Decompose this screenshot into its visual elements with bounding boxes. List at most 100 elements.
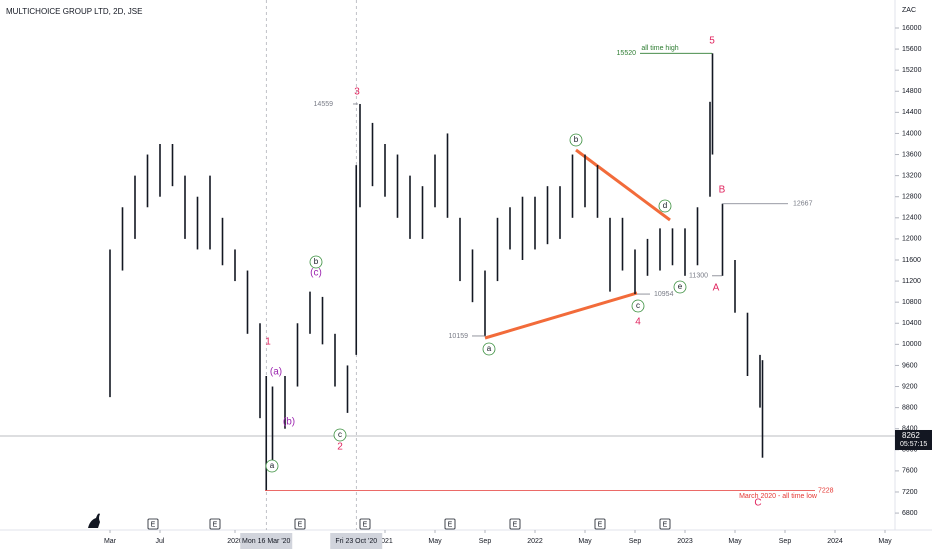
y-tick-label: 11200 <box>902 278 921 285</box>
event-label: E <box>448 521 453 528</box>
level-label: 12667 <box>793 201 813 208</box>
y-tick-label: 16000 <box>902 25 922 32</box>
x-tick-label: 2024 <box>827 538 843 545</box>
wave-circle <box>309 255 323 269</box>
y-tick-label: 7600 <box>902 468 918 475</box>
event-box <box>509 518 521 530</box>
event-label: E <box>663 521 668 528</box>
wave-label: A <box>713 283 720 294</box>
y-tick-label: 13600 <box>902 151 922 158</box>
trend-line <box>575 148 671 222</box>
wave-circle <box>631 299 645 313</box>
event-label: E <box>151 521 156 528</box>
event-label: E <box>298 521 303 528</box>
wave-circle <box>482 342 496 356</box>
y-tick-label: 7200 <box>902 489 918 496</box>
y-tick-label: 12000 <box>902 236 922 243</box>
event-box <box>659 518 671 530</box>
y-tick-label: 9600 <box>902 362 918 369</box>
x-tick-label: Jul <box>156 538 165 545</box>
level-label: 7228 <box>818 487 834 494</box>
x-tick-label: 2023 <box>677 538 693 545</box>
wave-circle <box>569 133 583 147</box>
crosshair-date: Mon 16 Mar '20 <box>242 538 291 545</box>
level-label: 11300 <box>689 273 708 280</box>
wave-label: d <box>663 201 667 210</box>
wave-label: (a) <box>270 367 282 378</box>
wave-label: b <box>574 135 579 144</box>
wave-label: 5 <box>709 36 715 47</box>
x-tick-label: 2020 <box>227 538 243 545</box>
x-tick-label: May <box>878 538 892 545</box>
wave-label: a <box>487 344 492 353</box>
wave-circle <box>333 428 347 442</box>
wave-circle <box>265 459 279 473</box>
wave-label: b <box>314 257 319 266</box>
event-box <box>209 518 221 530</box>
x-tick-label: 2021 <box>377 538 393 545</box>
wave-circle <box>673 280 687 294</box>
y-tick-label: 12400 <box>902 215 922 222</box>
wave-label: 1 <box>265 337 271 348</box>
wave-label: 3 <box>354 87 360 98</box>
y-tick-label: 13200 <box>902 172 922 179</box>
x-tick-label: May <box>728 538 742 545</box>
x-tick-label: Sep <box>779 538 792 545</box>
wave-circle <box>658 199 672 213</box>
event-box <box>594 518 606 530</box>
y-tick-label: 14000 <box>902 130 922 137</box>
y-tick-label: 15600 <box>902 46 922 53</box>
wave-label: e <box>678 282 683 291</box>
y-tick-label: 8000 <box>902 447 918 454</box>
currency: ZAC <box>902 7 916 14</box>
y-tick-label: 8400 <box>902 426 918 433</box>
countdown: 05:57:15 <box>900 441 927 448</box>
logo <box>88 513 100 528</box>
x-tick-label: Sep <box>629 538 642 545</box>
wave-label: c <box>338 430 342 439</box>
last-price-tag <box>895 429 932 450</box>
event-box <box>444 518 456 530</box>
y-tick-label: 12800 <box>902 194 922 201</box>
y-tick-label: 11600 <box>902 257 921 264</box>
level-label: 14559 <box>314 101 334 108</box>
wave-label: 4 <box>635 317 641 328</box>
x-tick-label: May <box>428 538 442 545</box>
event-label: E <box>598 521 603 528</box>
x-tick-label: Mar <box>104 538 117 545</box>
x-tick-label: Sep <box>479 538 492 545</box>
y-tick-label: 8800 <box>902 404 918 411</box>
note: all time high <box>641 45 678 52</box>
date-highlight <box>330 533 383 549</box>
x-tick-label: 2022 <box>527 538 543 545</box>
last-price: 8262 <box>902 431 920 440</box>
chart-title: MULTICHOICE GROUP LTD, 2D, JSE <box>6 7 142 16</box>
event-label: E <box>213 521 218 528</box>
wave-label: 2 <box>337 442 343 453</box>
event-box <box>147 518 159 530</box>
level-label: 10159 <box>449 333 469 340</box>
y-tick-label: 14400 <box>902 109 922 116</box>
wave-label: c <box>636 301 640 310</box>
level-label: 10954 <box>654 291 674 298</box>
wave-label: (c) <box>310 268 322 279</box>
crosshair-date: Fri 23 Oct '20 <box>335 538 377 545</box>
wave-label: B <box>719 185 726 196</box>
y-tick-label: 6800 <box>902 510 918 517</box>
wave-label: C <box>754 498 761 509</box>
event-label: E <box>363 521 368 528</box>
trend-line <box>484 291 638 340</box>
y-tick-label: 15200 <box>902 67 922 74</box>
date-highlight <box>240 533 293 549</box>
event-box <box>294 518 306 530</box>
event-label: E <box>513 521 518 528</box>
y-tick-label: 10800 <box>902 299 922 306</box>
x-tick-label: May <box>578 538 592 545</box>
wave-label: a <box>270 461 275 470</box>
y-tick-label: 10000 <box>902 341 922 348</box>
level-label: 15520 <box>617 50 637 57</box>
y-tick-label: 14800 <box>902 88 922 95</box>
event-box <box>359 518 371 530</box>
